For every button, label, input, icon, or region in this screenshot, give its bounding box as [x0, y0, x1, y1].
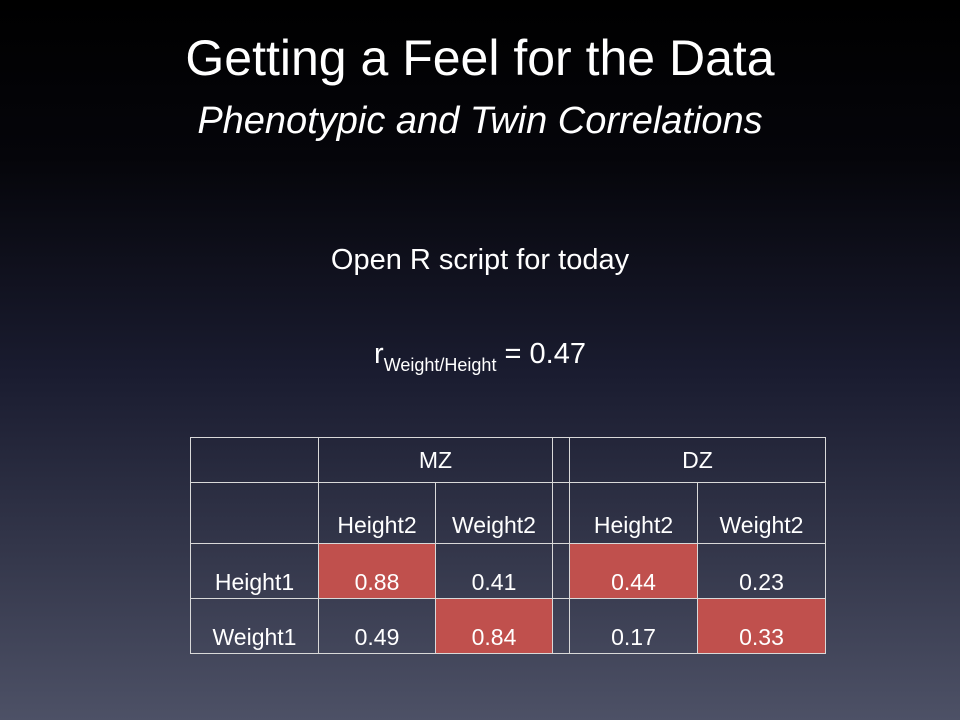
table-cell: 0.49 — [318, 598, 436, 654]
table-gap-cell — [552, 482, 570, 544]
table-gap-cell — [552, 543, 570, 599]
column-header: Weight2 — [697, 482, 826, 544]
table-corner-cell — [190, 482, 319, 544]
table-corner-cell — [190, 437, 319, 483]
table-cell-highlighted: 0.33 — [697, 598, 826, 654]
table-cell-highlighted: 0.84 — [435, 598, 553, 654]
formula-r: r — [374, 338, 384, 370]
twin-correlation-table: MZ DZ Height2 Weight2 Height2 Weight2 He… — [190, 437, 826, 654]
row-label: Weight1 — [190, 598, 319, 654]
table-row: Weight1 0.49 0.84 0.17 0.33 — [190, 598, 826, 654]
slide-subtitle: Phenotypic and Twin Correlations — [197, 100, 763, 142]
table-column-header-row: Height2 Weight2 Height2 Weight2 — [190, 482, 826, 544]
row-label: Height1 — [190, 543, 319, 599]
instruction-text: Open R script for today — [330, 244, 630, 276]
formula-value: = 0.47 — [496, 338, 586, 370]
group-header-dz: DZ — [569, 437, 826, 483]
table-group-header-row: MZ DZ — [190, 437, 826, 483]
table-cell-highlighted: 0.88 — [318, 543, 436, 599]
table-cell: 0.41 — [435, 543, 553, 599]
table-gap-cell — [552, 437, 570, 483]
correlation-formula: rWeight/Height = 0.47 — [0, 334, 960, 377]
slide-title: Getting a Feel for the Data — [185, 30, 775, 86]
column-header: Height2 — [318, 482, 436, 544]
table-cell-highlighted: 0.44 — [569, 543, 698, 599]
column-header: Height2 — [569, 482, 698, 544]
table-cell: 0.17 — [569, 598, 698, 654]
group-header-mz: MZ — [318, 437, 553, 483]
column-header: Weight2 — [435, 482, 553, 544]
table-cell: 0.23 — [697, 543, 826, 599]
table-gap-cell — [552, 598, 570, 654]
table-row: Height1 0.88 0.41 0.44 0.23 — [190, 543, 826, 599]
formula-subscript: Weight/Height — [383, 355, 497, 375]
